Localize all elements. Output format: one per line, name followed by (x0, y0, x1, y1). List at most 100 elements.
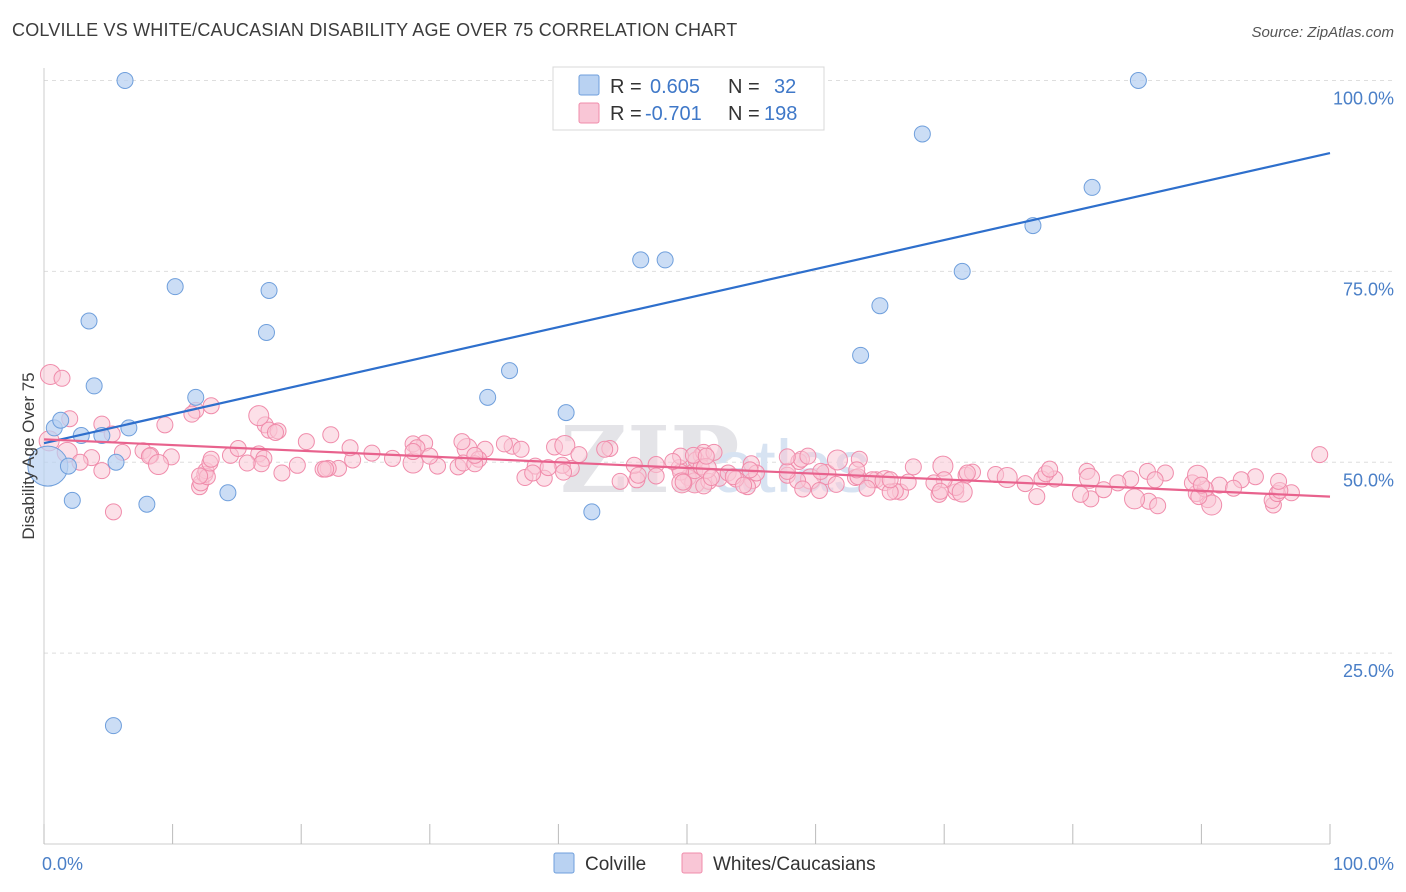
trendlines (43, 151, 1331, 498)
whites-caucasians-point (735, 476, 753, 494)
colville-point (501, 362, 519, 380)
whites-caucasians-point (958, 464, 976, 482)
whites-caucasians-point (778, 448, 796, 466)
colville-point (632, 251, 650, 269)
colville-point (166, 278, 184, 296)
whites-caucasians-point (1028, 488, 1046, 506)
whites-caucasians-point (252, 455, 270, 473)
whites-caucasians-point (794, 480, 812, 498)
whites-caucasians-point (554, 434, 576, 456)
colville-trendline (43, 151, 1331, 445)
whites-caucasians-point (1192, 476, 1210, 494)
whites-caucasians-point (810, 481, 828, 499)
whites-caucasians-point (1146, 471, 1164, 489)
gridlines (44, 80, 1394, 654)
legend-n-value-1: 32 (774, 76, 796, 98)
whites-caucasians-point (1201, 494, 1223, 516)
whites-caucasians-point (1246, 468, 1264, 486)
source-label: Source: ZipAtlas.com (1251, 24, 1394, 41)
legend-n-value-2: 198 (764, 103, 797, 125)
whites-caucasians-point (466, 446, 484, 464)
bottom-legend-whites-label: Whites/Caucasians (713, 854, 876, 875)
legend-r-value-1: 0.605 (650, 76, 700, 98)
bottom-legend-colville-swatch (553, 852, 575, 874)
colville-point (583, 503, 601, 521)
colville-point (953, 262, 971, 280)
colville-point (138, 495, 156, 513)
whites-caucasians-point (570, 446, 588, 464)
whites-caucasians-point (611, 472, 629, 490)
whites-caucasians-point (453, 433, 471, 451)
y-tick-label: 100.0% (1333, 89, 1394, 109)
whites-caucasians-point (826, 449, 848, 471)
legend-r-value-2: -0.701 (645, 103, 702, 125)
colville-point (80, 312, 98, 330)
whites-caucasians-point (288, 456, 306, 474)
whites-caucasians-point (951, 481, 973, 503)
whites-caucasians-point (1149, 497, 1167, 515)
whites-caucasians-point (322, 426, 340, 444)
whites-caucasians-point (1079, 467, 1101, 489)
chart-title: COLVILLE VS WHITE/CAUCASIAN DISABILITY A… (12, 20, 738, 40)
whites-caucasians-point (93, 462, 111, 480)
whites-caucasians-point (273, 464, 291, 482)
whites-caucasians-point (512, 440, 530, 458)
legend-whites-swatch (578, 102, 600, 124)
colville-point (913, 125, 931, 143)
whites-caucasians-point (881, 471, 899, 489)
legend-r-label-1: R = (610, 76, 642, 98)
bottom-legend: Colville Whites/Caucasians (553, 852, 876, 875)
whites-caucasians-point (1270, 472, 1288, 490)
colville-point (557, 404, 575, 422)
x-tick-label-max: 100.0% (1333, 854, 1394, 874)
y-tick-labels: 25.0% 50.0% 75.0% 100.0% (1333, 89, 1394, 682)
legend: R = 0.605 N = 32 R = -0.701 N = 198 (552, 66, 825, 131)
bottom-legend-whites-swatch (681, 852, 703, 874)
colville-point (59, 457, 77, 475)
colville-point (1083, 178, 1101, 196)
whites-caucasians-point (697, 447, 715, 465)
colville-point (219, 484, 237, 502)
whites-caucasians-point (555, 463, 573, 481)
whites-caucasians-point (799, 447, 817, 465)
legend-colville-swatch (578, 74, 600, 96)
whites-caucasians-point (495, 435, 513, 453)
colville-point (656, 251, 674, 269)
x-tick-label-min: 0.0% (42, 854, 83, 874)
y-tick-label: 75.0% (1343, 279, 1394, 299)
colville-point (104, 717, 122, 735)
whites-caucasians-point (238, 454, 256, 472)
whites-caucasians-point (664, 452, 682, 470)
whites-caucasians-point (202, 450, 220, 468)
colville-point (852, 346, 870, 364)
colville-point (52, 411, 70, 429)
whites-caucasians-point (147, 454, 169, 476)
whites-caucasians-point (297, 433, 315, 451)
whites-caucasians-point (1225, 479, 1243, 497)
whites-caucasians-point (1311, 446, 1329, 464)
whites-caucasians-point (904, 458, 922, 476)
whites-caucasians-point (539, 459, 557, 477)
whites-caucasians-point (317, 460, 335, 478)
colville-point (257, 323, 275, 341)
whites-caucasians-point (53, 369, 71, 387)
whites-caucasians-point (524, 464, 542, 482)
whites-caucasians-point (674, 473, 692, 491)
colville-point (107, 453, 125, 471)
colville-point (871, 297, 889, 315)
colville-point (85, 377, 103, 395)
whites-caucasians-point (266, 423, 284, 441)
whites-caucasians-point (647, 467, 665, 485)
colville-point (63, 491, 81, 509)
y-axis-label: Disability Age Over 75 (19, 372, 38, 539)
whites-caucasians-point (1072, 485, 1090, 503)
y-tick-label: 25.0% (1343, 661, 1394, 681)
colville-point (1129, 72, 1147, 89)
whites-caucasians-point (996, 467, 1018, 489)
colville-point (479, 388, 497, 406)
colville-points (27, 72, 1147, 735)
legend-n-label-1: N = (728, 76, 760, 98)
whites-caucasians-point (191, 467, 209, 485)
whites-caucasians-point (858, 479, 876, 497)
